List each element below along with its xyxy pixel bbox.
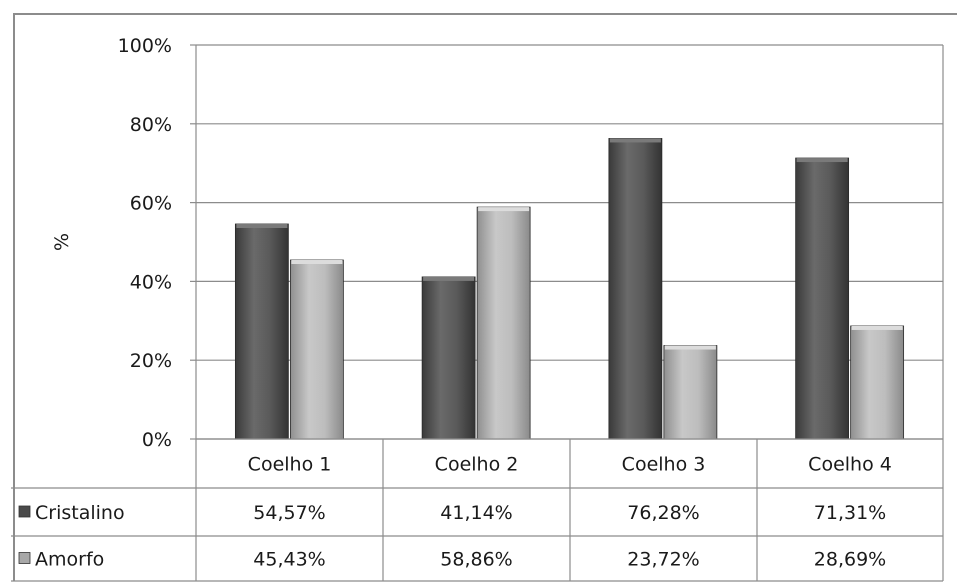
- bar-top-highlight: [478, 207, 530, 212]
- data-table: Coelho 1 Coelho 2 Coelho 3 Coelho 4 Cristali…: [11, 438, 944, 582]
- data-label: 23,72%: [627, 549, 699, 571]
- bar-amorfo-1: [289, 259, 344, 440]
- y-tick-label: 20%: [130, 350, 172, 372]
- series-name-amorfo: Amorfo: [35, 549, 104, 571]
- y-axis-ticks: 0% 20% 40% 60% 80% 100%: [118, 35, 172, 451]
- bar-cristalino-4: [795, 157, 850, 440]
- category-label: Coelho 3: [622, 454, 706, 476]
- y-tick-label: 40%: [130, 271, 172, 293]
- bars: [234, 138, 905, 440]
- bar-amorfo-3: [663, 345, 718, 440]
- bar-top-highlight: [423, 276, 475, 281]
- bar-top-highlight: [291, 260, 343, 265]
- bar-amorfo-4: [850, 325, 905, 440]
- category-label: Coelho 2: [435, 454, 519, 476]
- bar-top-highlight: [796, 158, 848, 163]
- y-tick-label: 60%: [130, 193, 172, 215]
- category-label: Coelho 4: [808, 454, 892, 476]
- bar-top-highlight: [236, 223, 288, 228]
- bar-cristalino-2: [421, 276, 476, 440]
- bar-amorfo-2: [476, 206, 531, 440]
- data-label: 58,86%: [440, 549, 512, 571]
- bar-top-highlight: [851, 325, 903, 330]
- data-label: 41,14%: [440, 502, 512, 524]
- data-label: 45,43%: [253, 549, 325, 571]
- y-tick-label: 80%: [130, 114, 172, 136]
- bar-cristalino-1: [234, 223, 289, 440]
- series-name-cristalino: Cristalino: [35, 502, 125, 524]
- legend-key-cristalino: [18, 505, 31, 518]
- bar-cristalino-3: [608, 138, 663, 440]
- data-label: 28,69%: [814, 549, 886, 571]
- data-label: 54,57%: [253, 502, 325, 524]
- y-tick-label: 100%: [118, 35, 172, 57]
- legend-key-amorfo: [18, 552, 31, 564]
- category-label: Coelho 1: [248, 454, 332, 476]
- chart-frame: [13, 13, 957, 581]
- y-tick-label: 0%: [142, 429, 172, 451]
- data-label: 71,31%: [814, 502, 886, 524]
- data-label: 76,28%: [627, 502, 699, 524]
- y-axis-label: %: [51, 233, 73, 251]
- bar-top-highlight: [609, 138, 661, 143]
- bar-top-highlight: [664, 345, 716, 350]
